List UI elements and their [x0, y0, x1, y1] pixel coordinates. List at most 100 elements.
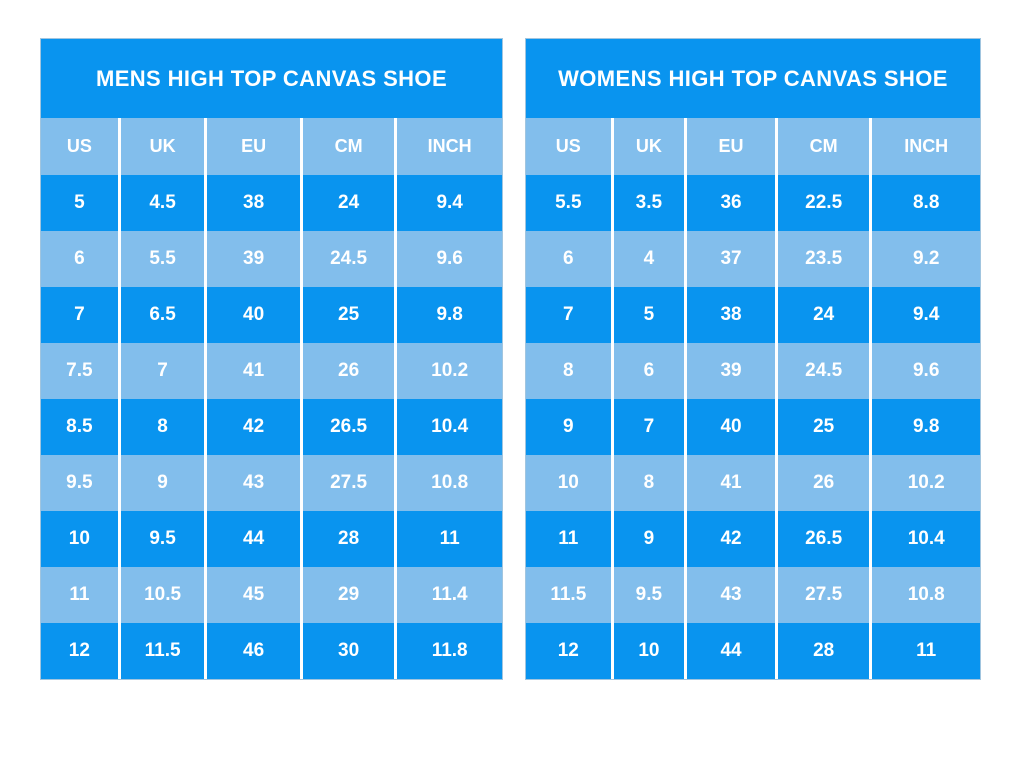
size-cell: 23.5 [777, 231, 873, 287]
size-cell: 11.5 [526, 567, 614, 623]
size-cell: 9.5 [613, 567, 688, 623]
column-header-us: US [526, 118, 614, 175]
size-cell: 11.8 [397, 623, 502, 679]
column-header-eu: EU [687, 118, 778, 175]
table-row: 6 5.5 39 24.5 9.6 [41, 231, 502, 287]
size-cell: 6.5 [120, 287, 208, 343]
size-cell: 11.5 [120, 623, 208, 679]
size-cell: 6 [526, 231, 614, 287]
table-row: 8.5 8 42 26.5 10.4 [41, 399, 502, 455]
size-cell: 43 [687, 567, 778, 623]
size-cell: 25 [302, 287, 398, 343]
size-cell: 36 [687, 175, 778, 231]
size-cell: 28 [777, 623, 873, 679]
table-row: 7 5 38 24 9.4 [526, 287, 980, 343]
womens-size-chart: WOMENS HIGH TOP CANVAS SHOE US UK EU CM … [525, 38, 981, 680]
column-header-eu: EU [207, 118, 303, 175]
size-cell: 26.5 [302, 399, 398, 455]
size-cell: 4.5 [120, 175, 208, 231]
size-cell: 42 [687, 511, 778, 567]
table-row: 5 4.5 38 24 9.4 [41, 175, 502, 231]
size-cell: 41 [207, 343, 303, 399]
size-cell: 44 [687, 623, 778, 679]
size-cell: 24 [777, 287, 873, 343]
size-cell: 45 [207, 567, 303, 623]
size-cell: 10.8 [872, 567, 980, 623]
size-cell: 11 [526, 511, 614, 567]
size-cell: 46 [207, 623, 303, 679]
size-cell: 8 [613, 455, 688, 511]
column-header-cm: CM [777, 118, 873, 175]
size-cell: 38 [207, 175, 303, 231]
size-cell: 11 [872, 623, 980, 679]
size-cell: 8.5 [41, 399, 121, 455]
table-row: 12 10 44 28 11 [526, 623, 980, 679]
size-cell: 26 [777, 455, 873, 511]
size-cell: 9.5 [41, 455, 121, 511]
size-cell: 9.8 [397, 287, 502, 343]
size-cell: 9 [120, 455, 208, 511]
table-row: 11 9 42 26.5 10.4 [526, 511, 980, 567]
table-row: 10 8 41 26 10.2 [526, 455, 980, 511]
size-cell: 40 [207, 287, 303, 343]
table-row: 11 10.5 45 29 11.4 [41, 567, 502, 623]
column-header-uk: UK [613, 118, 688, 175]
size-cell: 10 [526, 455, 614, 511]
size-cell: 9.5 [120, 511, 208, 567]
size-cell: 40 [687, 399, 778, 455]
size-cell: 24.5 [777, 343, 873, 399]
size-cell: 8.8 [872, 175, 980, 231]
size-cell: 27.5 [777, 567, 873, 623]
table-row: 5.5 3.5 36 22.5 8.8 [526, 175, 980, 231]
size-cell: 26 [302, 343, 398, 399]
column-header-cm: CM [302, 118, 398, 175]
size-cell: 39 [207, 231, 303, 287]
size-cell: 44 [207, 511, 303, 567]
size-cell: 30 [302, 623, 398, 679]
size-cell: 10 [613, 623, 688, 679]
column-header-us: US [41, 118, 121, 175]
womens-size-table: US UK EU CM INCH 5.5 3.5 36 22.5 8.8 6 4 37 23.5… [526, 118, 980, 679]
size-cell: 11 [397, 511, 502, 567]
size-cell: 38 [687, 287, 778, 343]
size-cell: 6 [41, 231, 121, 287]
size-cell: 43 [207, 455, 303, 511]
size-cell: 7 [41, 287, 121, 343]
size-cell: 9.4 [397, 175, 502, 231]
size-cell: 24 [302, 175, 398, 231]
header-row: US UK EU CM INCH [526, 118, 980, 175]
size-cell: 10.2 [397, 343, 502, 399]
table-row: 11.5 9.5 43 27.5 10.8 [526, 567, 980, 623]
table-row: 9.5 9 43 27.5 10.8 [41, 455, 502, 511]
size-cell: 28 [302, 511, 398, 567]
size-cell: 10.4 [872, 511, 980, 567]
size-cell: 29 [302, 567, 398, 623]
size-cell: 7 [526, 287, 614, 343]
size-cell: 8 [120, 399, 208, 455]
size-cell: 7 [613, 399, 688, 455]
size-cell: 10 [41, 511, 121, 567]
size-cell: 10.8 [397, 455, 502, 511]
size-cell: 10.4 [397, 399, 502, 455]
size-cell: 9.8 [872, 399, 980, 455]
table-row: 9 7 40 25 9.8 [526, 399, 980, 455]
size-cell: 9.2 [872, 231, 980, 287]
size-cell: 8 [526, 343, 614, 399]
size-cell: 9.4 [872, 287, 980, 343]
table-row: 6 4 37 23.5 9.2 [526, 231, 980, 287]
column-header-inch: INCH [397, 118, 502, 175]
size-cell: 11 [41, 567, 121, 623]
mens-chart-title: MENS HIGH TOP CANVAS SHOE [41, 39, 502, 118]
size-cell: 4 [613, 231, 688, 287]
size-cell: 22.5 [777, 175, 873, 231]
size-cell: 9 [613, 511, 688, 567]
mens-size-table: US UK EU CM INCH 5 4.5 38 24 9.4 6 5.5 39 24.5 9.… [41, 118, 502, 679]
column-header-inch: INCH [872, 118, 980, 175]
size-cell: 12 [526, 623, 614, 679]
size-cell: 37 [687, 231, 778, 287]
size-cell: 5.5 [120, 231, 208, 287]
table-row: 12 11.5 46 30 11.8 [41, 623, 502, 679]
size-cell: 5.5 [526, 175, 614, 231]
size-cell: 9.6 [397, 231, 502, 287]
